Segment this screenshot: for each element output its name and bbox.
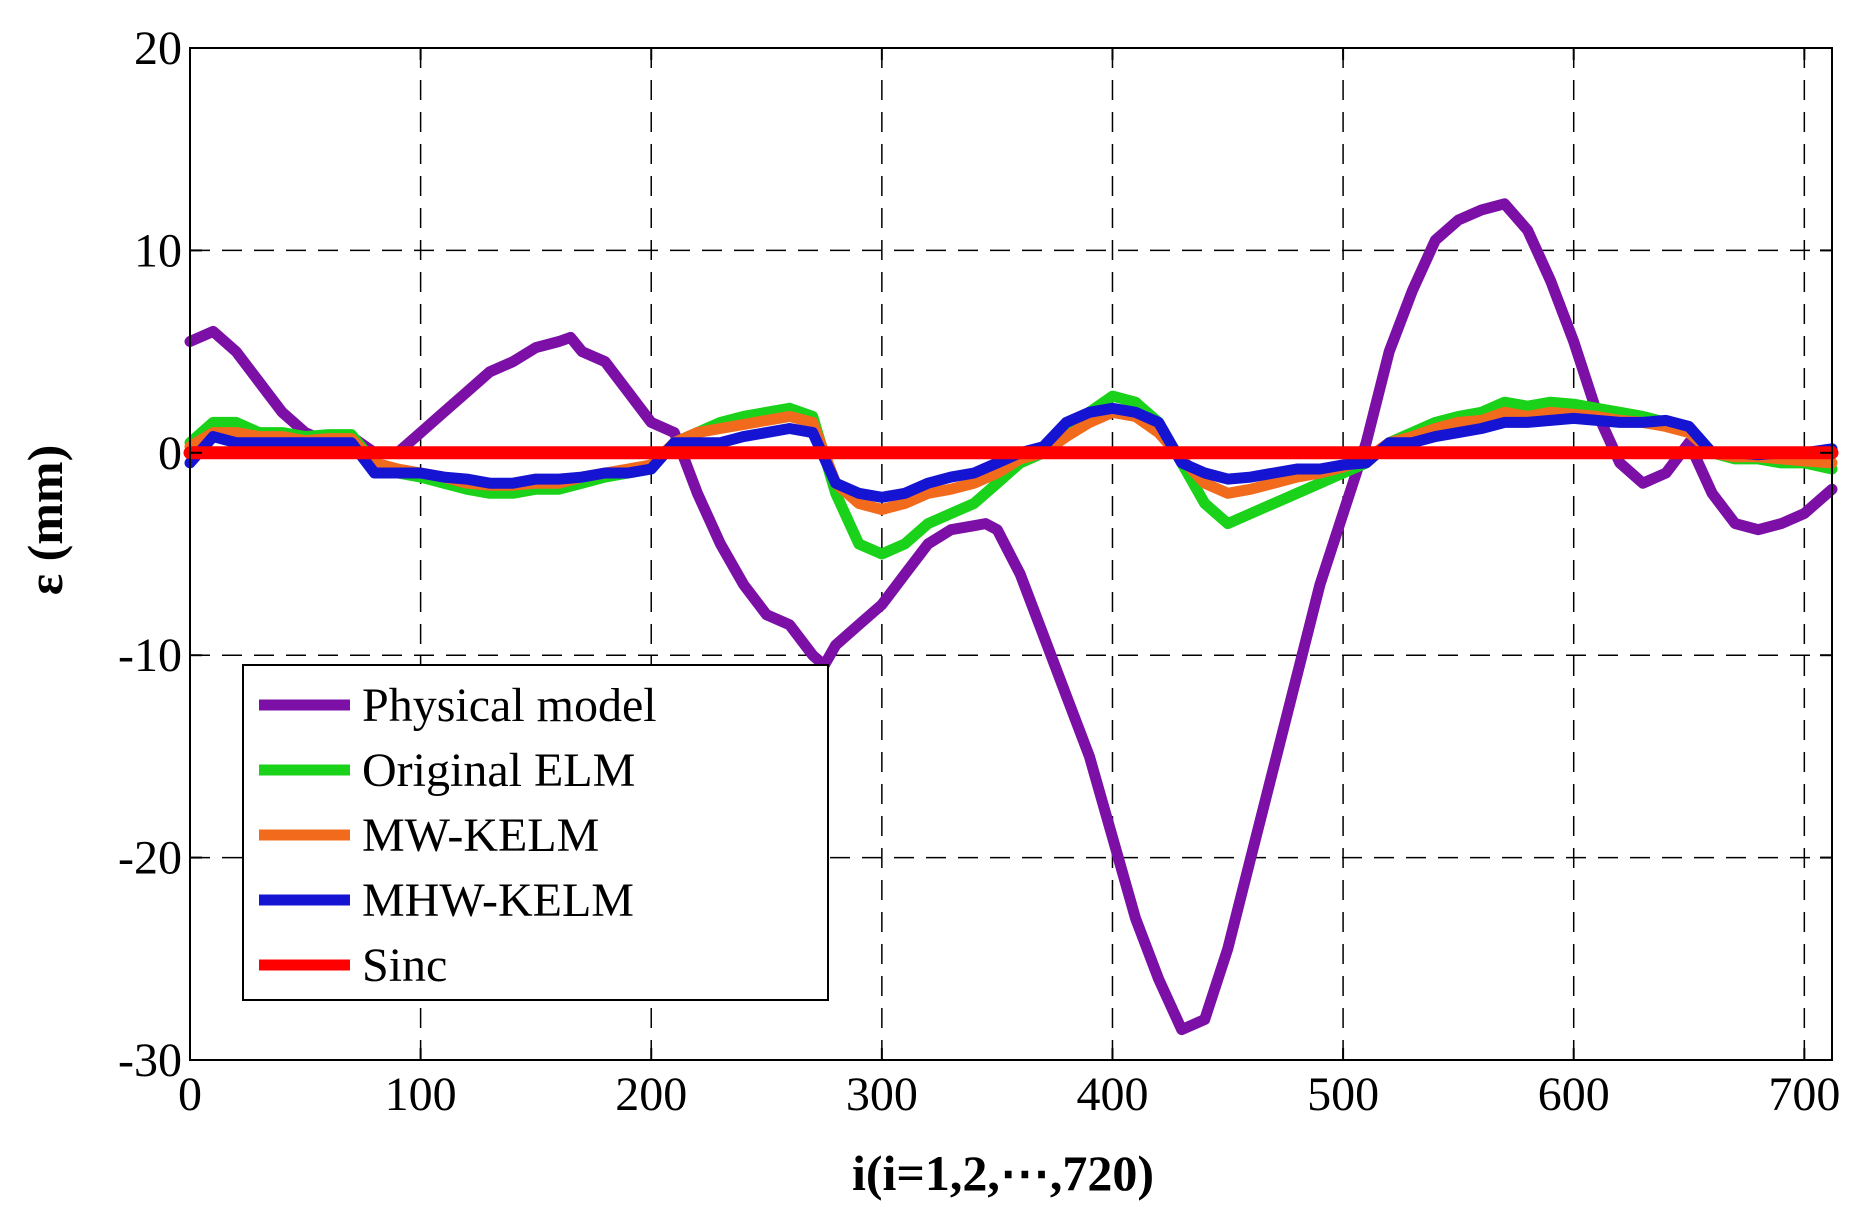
y-tick-labels: 20 10 0 -10 -20 -30: [118, 22, 182, 1087]
y-axis-title: ε (mm): [17, 445, 73, 595]
x-tick-label: 500: [1307, 1068, 1379, 1121]
x-tick-label: 100: [385, 1068, 457, 1121]
x-tick-label: 600: [1538, 1068, 1610, 1121]
y-tick-label: -20: [118, 832, 182, 885]
y-tick-label: -10: [118, 629, 182, 682]
legend-label: Original ELM: [362, 744, 635, 797]
x-tick-label: 700: [1768, 1068, 1840, 1121]
series-line-physical-model: [184, 198, 1838, 1036]
x-tick-label: 200: [615, 1068, 687, 1121]
x-tick-label: 400: [1076, 1068, 1148, 1121]
legend: Physical model Original ELM MW-KELM MHW-KEL…: [242, 664, 829, 1001]
legend-label: MW-KELM: [362, 809, 599, 862]
series-lines: [183, 198, 1839, 1036]
plot-frame: [189, 47, 1833, 1061]
legend-label: MHW-KELM: [362, 874, 634, 927]
series-line-original-elm: [184, 390, 1838, 560]
legend-label: Physical model: [362, 679, 657, 732]
axis-ticks: [189, 47, 1832, 1061]
y-tick-label: 20: [134, 22, 182, 75]
legend-label: Sinc: [362, 939, 447, 992]
y-tick-label: 0: [158, 427, 182, 480]
y-tick-label: -30: [118, 1034, 182, 1087]
y-tick-label: 10: [134, 224, 182, 277]
x-axis-title: i(i=1,2,⋯,720): [852, 1145, 1154, 1201]
x-tick-label: 300: [846, 1068, 918, 1121]
x-tick-label: 0: [178, 1068, 202, 1121]
x-tick-labels: 0 100 200 300 400 500 600 700: [178, 1068, 1840, 1121]
